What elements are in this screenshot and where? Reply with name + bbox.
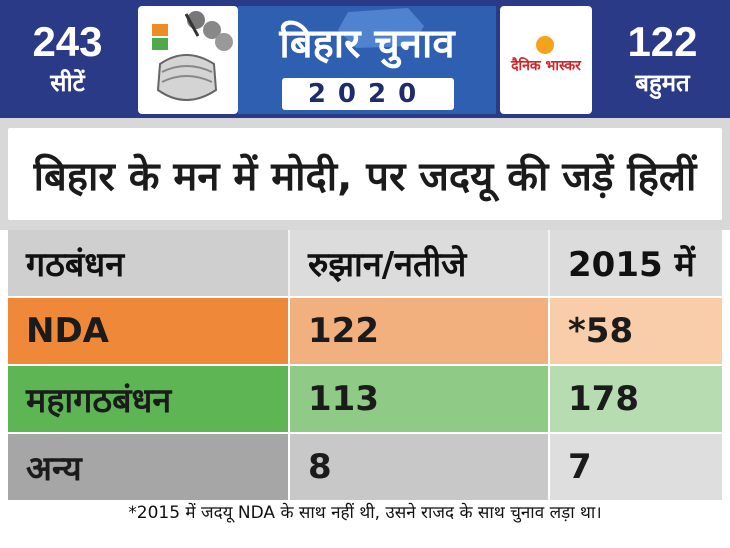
seats-2015: 7 xyxy=(550,434,722,500)
current-seats: 113 xyxy=(290,366,550,432)
seats-label: सीटें xyxy=(50,69,85,97)
table-row: महागठबंधन 113 178 xyxy=(8,366,722,434)
current-seats: 122 xyxy=(290,298,550,364)
column-header-2015: 2015 में xyxy=(550,230,722,296)
majority-number: 122 xyxy=(627,18,698,65)
logo-title: बिहार चुनाव xyxy=(279,21,455,67)
page-title: बिहार के मन में मोदी, पर जदयू की जड़ें ह… xyxy=(33,153,697,200)
majority-stat: 122 बहुमत xyxy=(595,0,730,118)
title-band: बिहार के मन में मोदी, पर जदयू की जड़ें ह… xyxy=(0,118,730,230)
logo-year: 2020 xyxy=(282,78,454,110)
column-header-alliance: गठबंधन xyxy=(8,230,290,296)
publisher-logo: दैनिक भास्कर xyxy=(500,6,592,114)
election-emblem-icon xyxy=(138,6,238,114)
seats-2015: 178 xyxy=(550,366,722,432)
current-seats: 8 xyxy=(290,434,550,500)
seats-2015: *58 xyxy=(550,298,722,364)
table-row: अन्य 8 7 xyxy=(8,434,722,500)
bihar-election-logo: बिहार चुनाव 2020 xyxy=(238,6,496,114)
seats-stat: 243 सीटें xyxy=(0,0,135,118)
results-table: गठबंधन रुझान/नतीजे 2015 में NDA 122 *58 … xyxy=(8,230,722,500)
alliance-name: अन्य xyxy=(8,434,290,500)
seats-number: 243 xyxy=(32,18,103,65)
publisher-name: दैनिक भास्कर xyxy=(511,58,581,74)
majority-label: बहुमत xyxy=(635,69,690,97)
title-box: बिहार के मन में मोदी, पर जदयू की जड़ें ह… xyxy=(8,128,722,220)
column-header-trends: रुझान/नतीजे xyxy=(290,230,550,296)
table-header-row: गठबंधन रुझान/नतीजे 2015 में xyxy=(8,230,722,298)
footnote: *2015 में जदयू NDA के साथ नहीं थी, उसने … xyxy=(128,503,602,523)
table-row: NDA 122 *58 xyxy=(8,298,722,366)
sun-icon xyxy=(536,36,554,54)
header-bar: 243 सीटें बिहार चुनाव 2020 xyxy=(0,0,730,118)
alliance-name: NDA xyxy=(8,298,290,364)
alliance-name: महागठबंधन xyxy=(8,366,290,432)
